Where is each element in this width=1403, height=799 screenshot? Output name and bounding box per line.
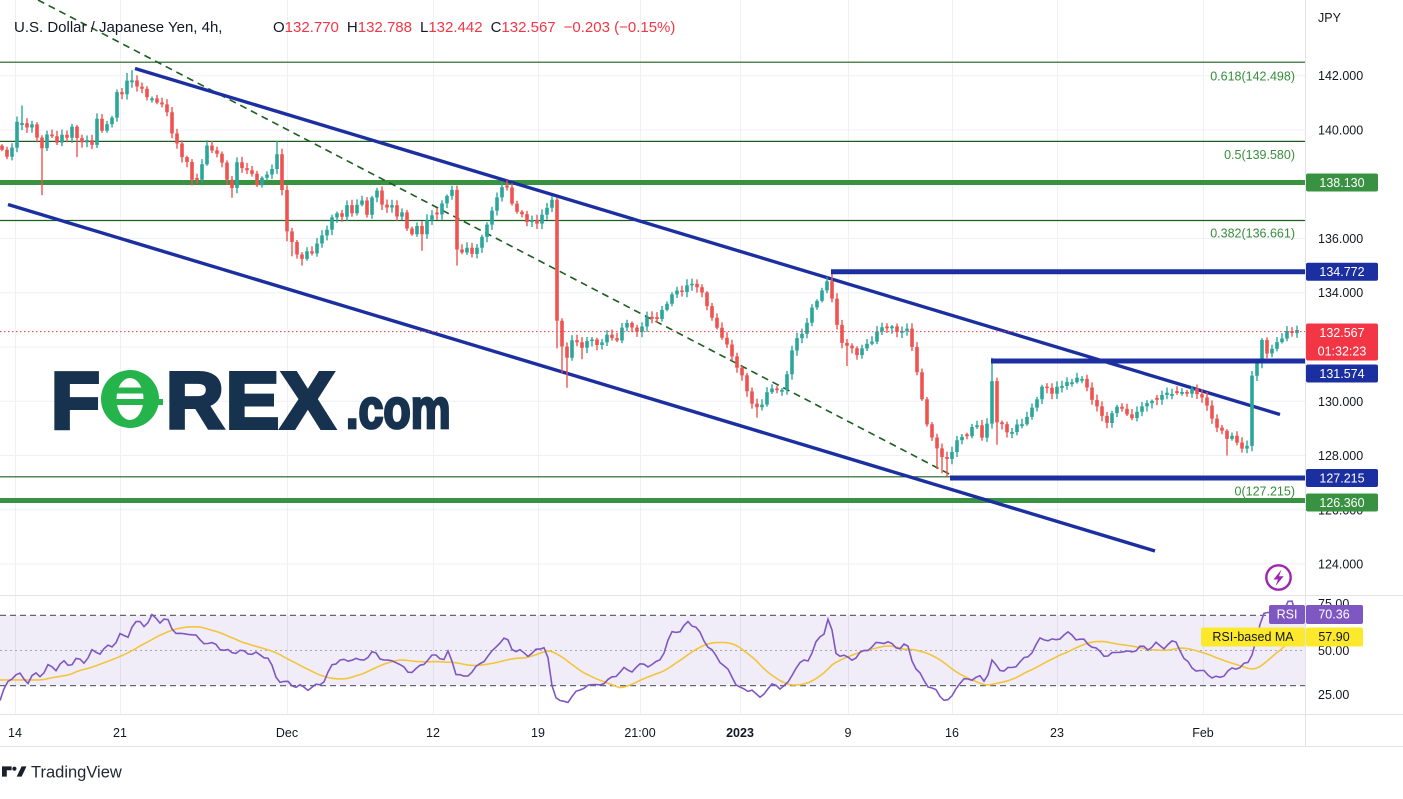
svg-text:19: 19	[531, 726, 545, 740]
svg-text:57.90: 57.90	[1318, 630, 1349, 644]
svg-text:130.000: 130.000	[1318, 395, 1363, 409]
svg-text:134.000: 134.000	[1318, 286, 1363, 300]
svg-text:136.000: 136.000	[1318, 232, 1363, 246]
svg-text:0.5(139.580): 0.5(139.580)	[1224, 148, 1295, 162]
svg-text:.com: .com	[346, 377, 451, 440]
svg-text:134.772: 134.772	[1319, 265, 1364, 279]
svg-text:REX: REX	[166, 356, 337, 445]
svg-text:RSI: RSI	[1277, 608, 1298, 622]
svg-text:JPY: JPY	[1318, 11, 1342, 25]
svg-text:128.000: 128.000	[1318, 449, 1363, 463]
svg-text:21:00: 21:00	[624, 726, 655, 740]
svg-text:127.215: 127.215	[1319, 471, 1364, 485]
svg-text:01:32:23: 01:32:23	[1318, 345, 1367, 359]
svg-text:16: 16	[945, 726, 959, 740]
svg-text:138.130: 138.130	[1319, 176, 1364, 190]
svg-text:140.000: 140.000	[1318, 124, 1363, 138]
svg-text:RSI-based MA: RSI-based MA	[1212, 630, 1294, 644]
svg-text:142.000: 142.000	[1318, 69, 1363, 83]
svg-text:12: 12	[426, 726, 440, 740]
svg-text:Feb: Feb	[1192, 726, 1214, 740]
svg-text:2023: 2023	[726, 726, 754, 740]
svg-text:F: F	[51, 356, 102, 445]
svg-text:124.000: 124.000	[1318, 558, 1363, 572]
svg-text:0.618(142.498): 0.618(142.498)	[1210, 70, 1295, 84]
svg-text:0(127.215): 0(127.215)	[1235, 485, 1295, 499]
svg-text:21: 21	[113, 726, 127, 740]
svg-text:9: 9	[845, 726, 852, 740]
svg-text:TradingView: TradingView	[31, 764, 122, 782]
svg-text:Dec: Dec	[276, 726, 298, 740]
svg-text:70.36: 70.36	[1318, 608, 1349, 622]
svg-text:25.00: 25.00	[1318, 688, 1349, 702]
svg-text:23: 23	[1050, 726, 1064, 740]
svg-text:50.00: 50.00	[1318, 644, 1349, 658]
svg-text:131.574: 131.574	[1319, 367, 1364, 381]
svg-text:14: 14	[8, 726, 22, 740]
svg-text:0.382(136.661): 0.382(136.661)	[1210, 227, 1295, 241]
svg-text:126.360: 126.360	[1319, 496, 1364, 510]
svg-text:132.567: 132.567	[1319, 326, 1364, 340]
